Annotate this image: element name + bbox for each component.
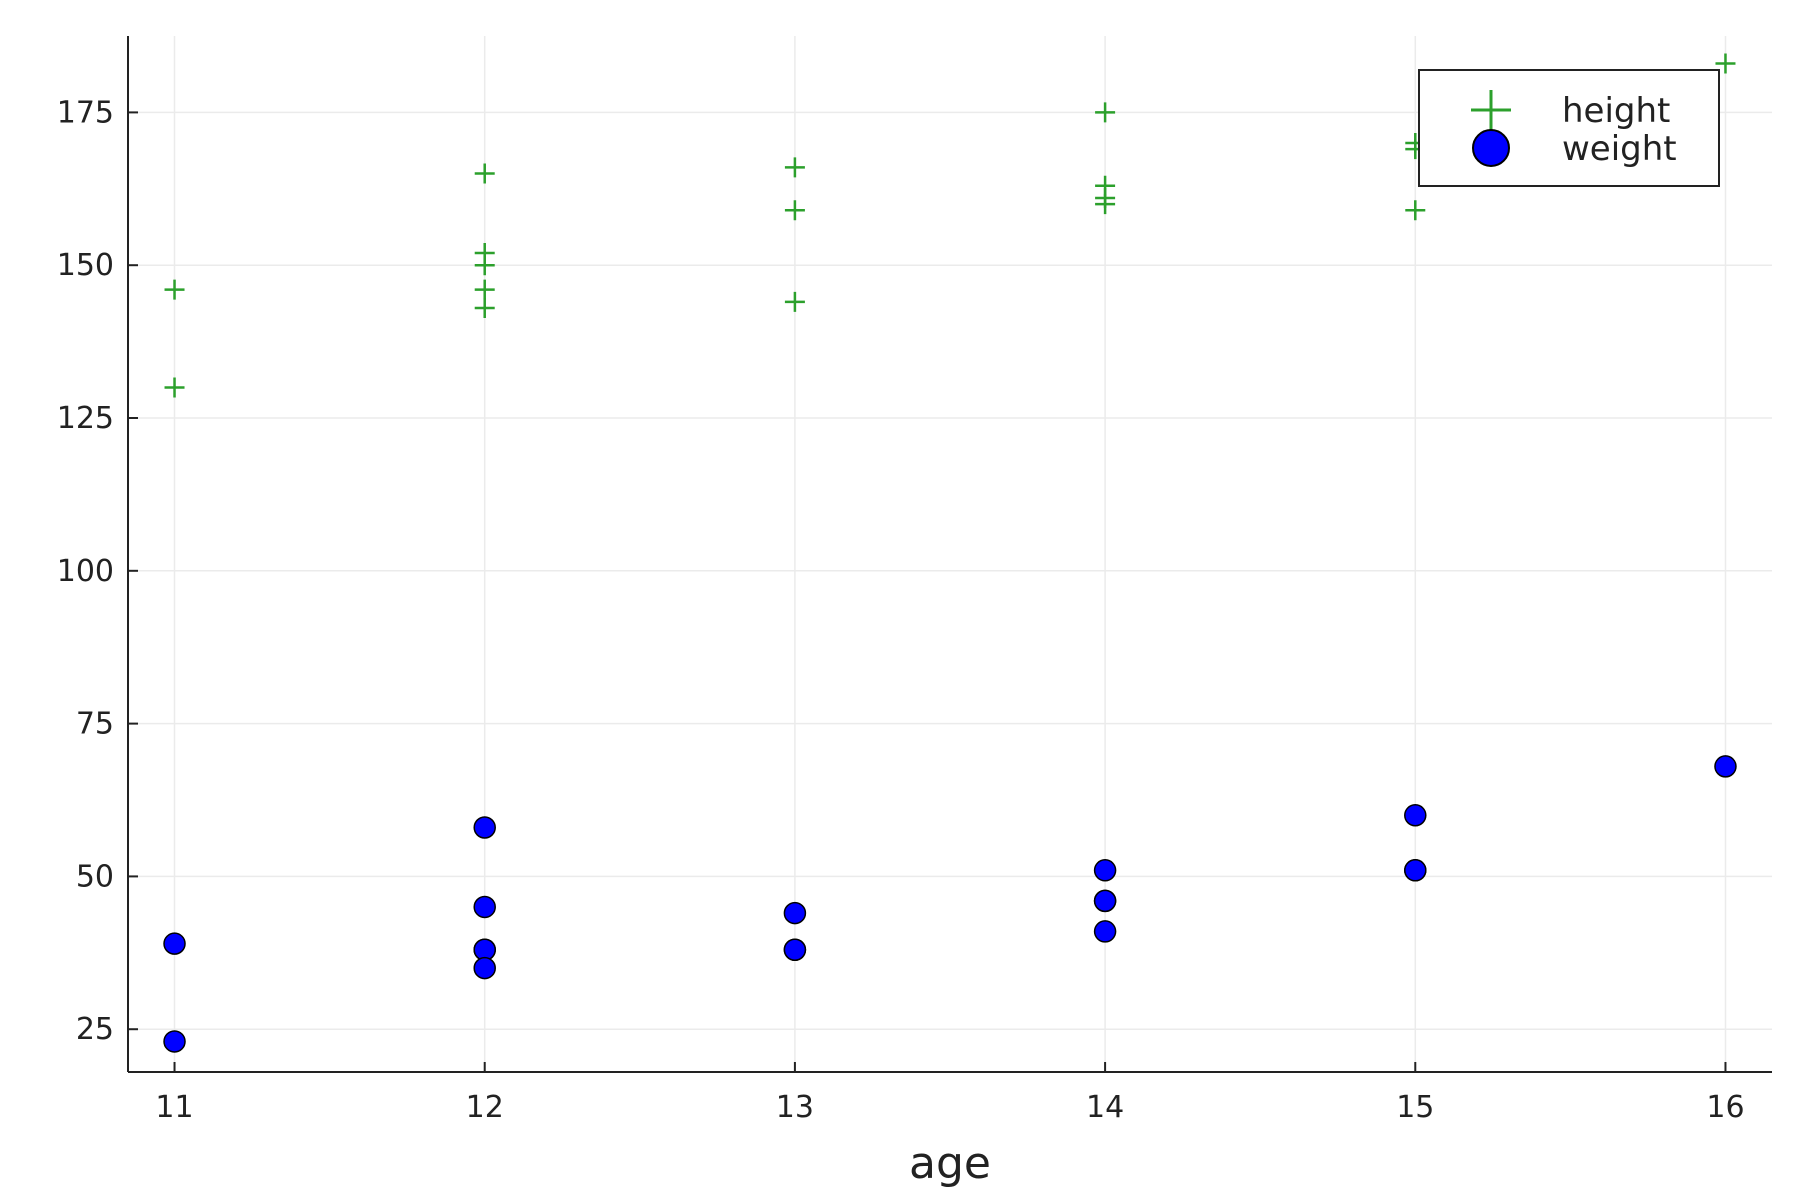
weight-point [473, 816, 496, 839]
height-point [474, 297, 495, 318]
height-point [1095, 194, 1116, 215]
weight-point [1404, 859, 1427, 882]
weight-point [783, 901, 807, 925]
x-tick-label: 15 [1396, 1090, 1434, 1125]
weight-point [163, 932, 186, 955]
weight-point [1714, 755, 1737, 778]
weight-point [473, 956, 496, 980]
y-tick-label: 100 [57, 554, 114, 589]
y-tick-label: 150 [57, 248, 114, 283]
x-tick-label: 12 [466, 1090, 504, 1125]
grid-lines [128, 36, 1772, 1072]
data-marks [163, 53, 1737, 1053]
legend-height-marker [1471, 90, 1511, 130]
y-tick-label: 50 [76, 859, 114, 894]
height-point [474, 163, 495, 184]
legend-weight-marker [1472, 129, 1510, 167]
x-tick-label: 16 [1706, 1090, 1744, 1125]
weight-point [1093, 920, 1117, 943]
x-axis-title: age [909, 1138, 991, 1189]
legend-label-height: height [1562, 91, 1670, 131]
height-point [1095, 102, 1116, 123]
legend-box [1418, 69, 1720, 187]
y-tick-label: 25 [76, 1012, 114, 1047]
height-point [784, 157, 805, 178]
height-point [474, 279, 495, 300]
height-point [784, 291, 805, 312]
height-point [784, 200, 805, 221]
weight-point [163, 1030, 186, 1053]
weight-point [1404, 804, 1427, 827]
height-point [164, 377, 185, 398]
y-tick-label: 75 [76, 707, 114, 742]
x-tick-label: 11 [155, 1090, 193, 1125]
weight-point [473, 895, 496, 919]
axes [127, 36, 1772, 1073]
height-point [1405, 200, 1426, 221]
weight-point [1093, 889, 1117, 913]
height-point [1715, 53, 1736, 74]
legend-label-weight: weight [1562, 129, 1677, 169]
weight-point [783, 938, 807, 962]
y-tick-label: 175 [57, 95, 114, 130]
height-point [164, 279, 185, 300]
x-tick-label: 14 [1086, 1090, 1124, 1125]
y-tick-label: 125 [57, 401, 114, 436]
height-point [474, 255, 495, 276]
x-tick-label: 13 [776, 1090, 814, 1125]
weight-point [1093, 859, 1117, 882]
legend: height weight [1418, 69, 1720, 187]
tick-labels: 11 12 13 14 15 16 25 50 75 100 125 150 175 [57, 95, 1745, 1125]
